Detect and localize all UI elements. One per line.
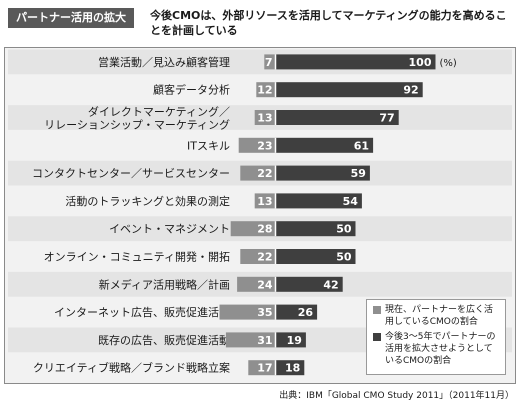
data-label-future: 50	[336, 251, 352, 264]
category-label: 新メディア活用戦略／計画	[99, 277, 230, 291]
bar-current	[230, 221, 276, 237]
legend-swatch-current	[373, 306, 381, 314]
category-label: 既存の広告、販売促進活動	[98, 333, 230, 347]
bar-current	[237, 276, 276, 292]
bar-future	[275, 137, 374, 153]
row-stripe	[8, 49, 512, 75]
data-label-future: 18	[285, 362, 300, 375]
data-label-future: 42	[323, 278, 338, 291]
bar-future	[275, 221, 356, 237]
bar-future	[275, 276, 343, 292]
data-label-current: 35	[257, 306, 272, 319]
category-label: リレーションシップ・マーケティング	[44, 118, 230, 132]
data-label-current: 28	[257, 223, 272, 236]
legend-label-current: 現在、パートナーを広く活用しているCMOの割合	[385, 305, 494, 327]
bar-future	[275, 110, 399, 125]
bar-current	[248, 360, 276, 376]
data-label-current: 13	[257, 195, 272, 208]
category-label: コンタクトセンター／サービスセンター	[32, 167, 230, 180]
bar-future	[275, 332, 306, 348]
data-label-current: 23	[257, 139, 272, 152]
bar-current	[254, 110, 276, 125]
data-label-current: 22	[257, 167, 272, 180]
chart-subtitle: 今後CMOは、外部リソースを活用してマーケティングの能力を高めることを計画してい…	[150, 9, 507, 37]
data-label-current: 31	[257, 334, 272, 347]
bar-current	[225, 332, 276, 348]
bar-current	[254, 193, 276, 209]
category-label: 顧客データ分析	[153, 83, 230, 97]
data-label-current: 7	[265, 56, 273, 69]
bar-current	[240, 249, 276, 264]
data-label-current: 17	[257, 362, 272, 375]
bar-future	[275, 249, 356, 264]
bar-current	[256, 82, 276, 98]
category-label: クリエイティブ戦略／ブランド戦略立案	[33, 361, 230, 375]
category-label: オンライン・コミュニティ開発・開拓	[44, 250, 230, 264]
category-label: イベント・マネジメント	[109, 223, 230, 236]
bar-future	[275, 304, 318, 320]
bar-current	[240, 165, 276, 181]
category-label: 営業活動／見込み顧客管理	[98, 55, 230, 69]
data-label-current: 12	[257, 84, 272, 97]
bar-current	[264, 54, 276, 70]
data-label-future: 19	[287, 334, 302, 347]
bar-future	[275, 82, 423, 98]
legend: 現在、パートナーを広く活用しているCMOの割合 今後3～5年でパートナーの活用を…	[366, 299, 506, 375]
data-label-future: 92	[403, 84, 418, 97]
legend-item-current: 現在、パートナーを広く活用しているCMOの割合	[373, 304, 501, 328]
legend-item-future: 今後3～5年でパートナーの活用を拡大させようとしているCMOの割合	[373, 331, 501, 367]
data-label-current: 13	[257, 112, 272, 125]
data-label-future: 54	[343, 195, 359, 208]
legend-swatch-future	[373, 333, 381, 341]
category-label: ダイレクトマーケティング／	[88, 105, 230, 119]
legend-label-future: 今後3～5年でパートナーの活用を拡大させようとしているCMOの割合	[385, 332, 496, 366]
bar-current	[219, 304, 276, 320]
bar-current	[238, 137, 276, 153]
data-label-current: 24	[257, 278, 273, 291]
data-label-future: 50	[336, 223, 352, 236]
bar-future	[275, 360, 305, 376]
data-label-future: 77	[379, 112, 394, 125]
data-label-future: 61	[354, 139, 369, 152]
data-label-future: 59	[351, 167, 366, 180]
category-label: ITスキル	[187, 139, 230, 152]
bar-future	[275, 193, 362, 209]
data-label-current: 22	[257, 251, 272, 264]
unit-label: (%)	[440, 58, 457, 69]
source-note: 出典：IBM「Global CMO Study 2011」（2011年11月）	[279, 391, 514, 401]
bar-future	[275, 54, 436, 70]
bar-future	[275, 165, 370, 181]
data-label-future: 100	[409, 56, 432, 69]
data-label-future: 26	[298, 306, 314, 319]
category-label: 活動のトラッキングと効果の測定	[65, 194, 230, 208]
category-label: インターネット広告、販売促進活動	[54, 305, 230, 319]
topic-badge: パートナー活用の拡大	[8, 8, 134, 28]
